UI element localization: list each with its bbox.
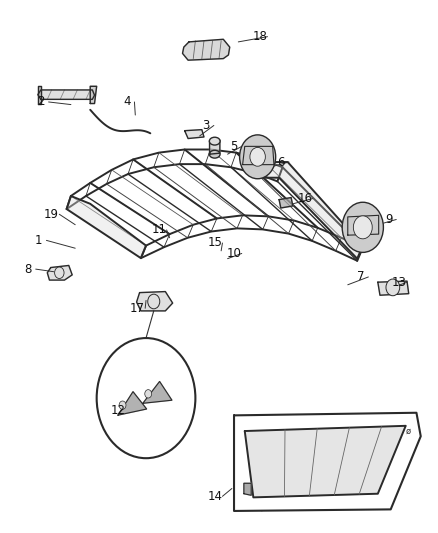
Circle shape: [353, 216, 372, 239]
Polygon shape: [279, 198, 293, 208]
Ellipse shape: [209, 137, 220, 145]
Text: 15: 15: [207, 237, 222, 249]
Polygon shape: [244, 483, 251, 495]
Circle shape: [342, 202, 383, 253]
Circle shape: [148, 294, 160, 309]
Circle shape: [240, 135, 276, 179]
Circle shape: [97, 338, 195, 458]
Text: 14: 14: [207, 490, 222, 503]
Polygon shape: [67, 196, 146, 258]
Polygon shape: [262, 162, 363, 259]
Polygon shape: [47, 265, 72, 280]
Text: 1: 1: [35, 234, 42, 247]
Text: 10: 10: [226, 247, 241, 260]
Polygon shape: [137, 292, 173, 311]
Text: 2: 2: [37, 95, 45, 108]
Text: 3: 3: [202, 119, 210, 132]
Text: 8: 8: [24, 263, 32, 276]
Polygon shape: [185, 130, 204, 139]
Circle shape: [145, 390, 152, 398]
Circle shape: [250, 148, 265, 166]
Circle shape: [119, 401, 126, 409]
Text: 12: 12: [111, 403, 126, 417]
Circle shape: [386, 279, 400, 296]
Text: 4: 4: [123, 95, 131, 108]
Ellipse shape: [209, 150, 220, 158]
Polygon shape: [118, 392, 147, 415]
Polygon shape: [183, 39, 230, 60]
Text: 9: 9: [385, 213, 392, 226]
Text: 18: 18: [252, 30, 267, 43]
Polygon shape: [245, 426, 406, 497]
Polygon shape: [209, 140, 220, 154]
Text: 13: 13: [392, 276, 407, 289]
Text: 17: 17: [130, 302, 145, 315]
Polygon shape: [243, 147, 274, 165]
Polygon shape: [378, 281, 409, 295]
Text: 5: 5: [230, 140, 238, 153]
Polygon shape: [234, 413, 421, 511]
Polygon shape: [348, 215, 379, 235]
Text: 6: 6: [278, 156, 285, 168]
Text: 11: 11: [152, 223, 166, 237]
Polygon shape: [38, 90, 95, 99]
Polygon shape: [38, 86, 41, 103]
Text: 16: 16: [297, 192, 312, 205]
Polygon shape: [143, 382, 172, 403]
Text: ø: ø: [405, 426, 410, 435]
Polygon shape: [90, 86, 97, 103]
Text: 7: 7: [357, 270, 364, 284]
Circle shape: [55, 267, 64, 279]
Text: 19: 19: [44, 208, 59, 221]
